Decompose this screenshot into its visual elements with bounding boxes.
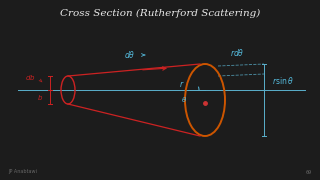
Text: JP Anabtawi: JP Anabtawi <box>8 170 37 174</box>
Text: $rd\theta$: $rd\theta$ <box>230 48 244 58</box>
Text: $\theta$: $\theta$ <box>181 94 187 103</box>
Text: $r\sin\theta$: $r\sin\theta$ <box>272 75 294 87</box>
Text: Cross Section (Rutherford Scattering): Cross Section (Rutherford Scattering) <box>60 8 260 18</box>
Text: $db$: $db$ <box>25 73 35 82</box>
Text: $r$: $r$ <box>179 79 185 89</box>
Text: $b$: $b$ <box>37 93 43 102</box>
Text: $d\theta$: $d\theta$ <box>124 48 136 60</box>
Text: 69: 69 <box>306 170 312 174</box>
